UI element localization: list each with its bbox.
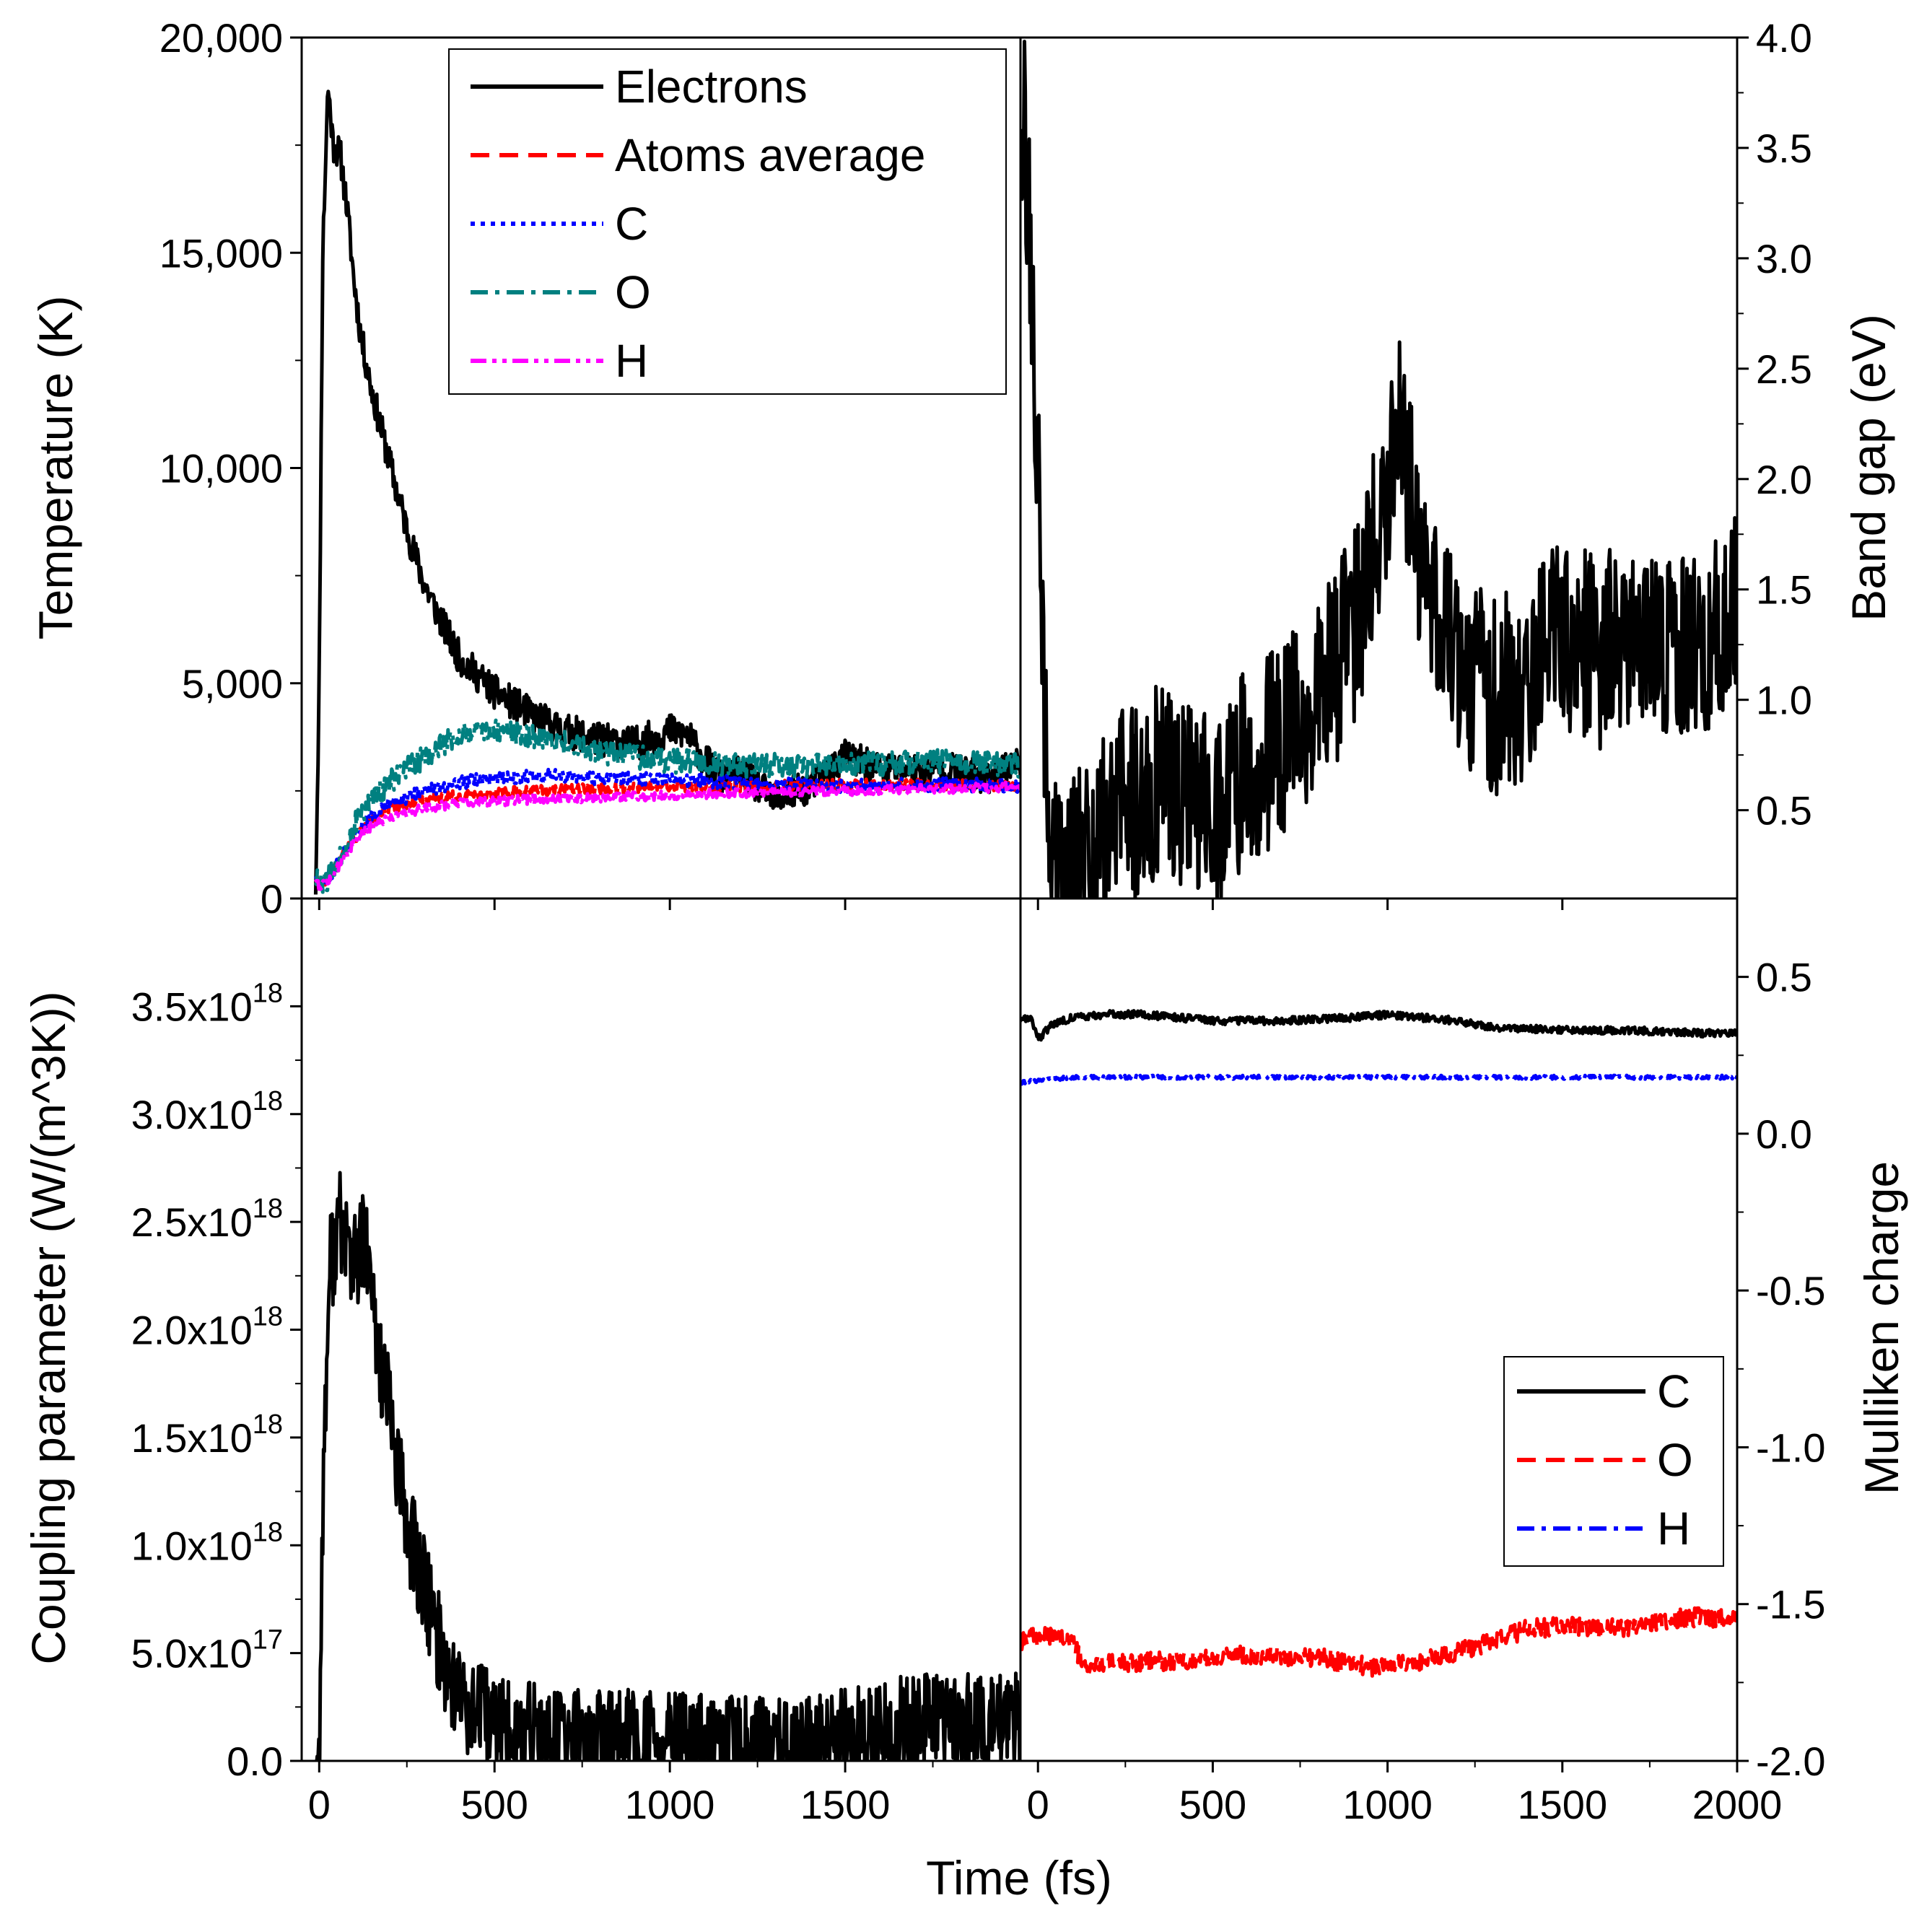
mulliken-ytick-label: -1.5	[1756, 1582, 1826, 1627]
band-gap-ytick-label: 3.0	[1756, 236, 1812, 281]
temperature-series-h	[314, 780, 1020, 891]
legend-label-c: C	[615, 198, 648, 250]
band-gap-series-band-gap	[1020, 40, 1737, 898]
mulliken-xtick-label: 1500	[1518, 1782, 1608, 1827]
temperature-legend: Electrons Atoms average COH	[448, 48, 1007, 395]
mulliken-legend: COH	[1503, 1356, 1724, 1567]
legend-label-c: C	[1657, 1365, 1690, 1417]
coupling-ytick-exponent: 18	[253, 1194, 283, 1224]
band-gap-y-axis: 0.5 1.0 1.5 2.0 2.5 3.0 3.5 4.0	[1737, 15, 1812, 834]
coupling-xtick-label: 1500	[800, 1782, 891, 1827]
temperature-ytick-label: 20,000	[159, 15, 283, 61]
temperature-ytick-label: 0	[261, 876, 283, 922]
mulliken-series-o	[1020, 1606, 1737, 1678]
mulliken-series-c	[1020, 1009, 1737, 1042]
coupling-ytick-exponent: 18	[253, 1517, 283, 1547]
coupling-ytick-label: 1.5x1018	[131, 1409, 283, 1461]
band-gap-ytick-label: 0.5	[1756, 788, 1812, 834]
band-gap-panel: 0.5 1.0 1.5 2.0 2.5 3.0 3.5 4.0	[1020, 15, 1812, 898]
legend-label-o: O	[1657, 1434, 1693, 1486]
band-gap-ytick-label: 2.5	[1756, 346, 1812, 392]
temperature-series-o	[314, 718, 1020, 894]
temperature-panel: 0 5,000 10,000 15,000 20,000	[159, 15, 1020, 922]
mulliken-axis-title: Mulliken charge	[1855, 1161, 1908, 1495]
mulliken-xtick-label: 1000	[1342, 1782, 1433, 1827]
coupling-ytick-exponent: 18	[253, 978, 283, 1008]
mulliken-ytick-label: 0.0	[1756, 1111, 1812, 1157]
mulliken-panel: -2.0 -1.5 -1.0 -0.5 0.0 0.5	[1020, 955, 1826, 1784]
band-gap-ytick-label: 4.0	[1756, 15, 1812, 61]
mulliken-ytick-label: 0.5	[1756, 955, 1812, 1000]
legend-label-h: H	[1657, 1503, 1690, 1554]
coupling-ytick-label: 0.0	[227, 1739, 283, 1784]
mulliken-ytick-label: -0.5	[1756, 1268, 1826, 1313]
coupling-y-axis: 0.05.0x10171.0x10181.5x10182.0x10182.5x1…	[131, 978, 302, 1784]
coupling-xtick-label: 500	[461, 1782, 528, 1827]
band-gap-ytick-label: 2.0	[1756, 457, 1812, 502]
x-axis-title: Time (fs)	[926, 1851, 1112, 1905]
coupling-ytick-exponent: 18	[253, 1086, 283, 1116]
legend-label-atoms-average: Atoms average	[615, 129, 925, 181]
coupling-ytick-exponent: 17	[253, 1625, 283, 1656]
band-gap-ytick-label: 3.5	[1756, 126, 1812, 171]
temperature-series-atoms-average	[314, 777, 1020, 892]
mulliken-xtick-label: 500	[1179, 1782, 1246, 1827]
legend-label-electrons: Electrons	[615, 61, 808, 113]
coupling-ytick-label: 2.0x1018	[131, 1302, 283, 1353]
legend-label-o: O	[615, 266, 651, 318]
coupling-xtick-label: 1000	[625, 1782, 715, 1827]
mulliken-ytick-label: -1.0	[1756, 1425, 1826, 1470]
temperature-ytick-label: 5,000	[182, 661, 283, 707]
mulliken-xtick-label: 2000	[1692, 1782, 1783, 1827]
temperature-axis-title: Temperature (K)	[29, 296, 82, 640]
temperature-series-c	[314, 767, 1020, 890]
band-gap-ytick-label: 1.5	[1756, 567, 1812, 613]
mulliken-ytick-label: -2.0	[1756, 1739, 1826, 1784]
coupling-axis-title: Coupling parameter (W/(m^3K))	[22, 991, 75, 1664]
coupling-ytick-exponent: 18	[253, 1409, 283, 1440]
coupling-xtick-label: 0	[308, 1782, 331, 1827]
legend-label-h: H	[615, 335, 648, 387]
temperature-y-axis: 0 5,000 10,000 15,000 20,000	[159, 15, 302, 922]
band-gap-ytick-label: 1.0	[1756, 678, 1812, 723]
coupling-panel: 0.05.0x10171.0x10181.5x10182.0x10182.5x1…	[131, 978, 1020, 1784]
temperature-series-electrons	[313, 89, 1020, 895]
mulliken-series-h	[1020, 1073, 1737, 1086]
band-gap-axis-title: Band gap (eV)	[1842, 314, 1895, 621]
temperature-ytick-label: 15,000	[159, 230, 283, 276]
coupling-ytick-exponent: 18	[253, 1302, 283, 1332]
temperature-ytick-label: 10,000	[159, 446, 283, 491]
coupling-series-coupling	[315, 1171, 1020, 1761]
x-axis-ticks: 0 500 1000 1500 0 500 1000 1500 2000	[308, 898, 1783, 1827]
mulliken-y-axis: -2.0 -1.5 -1.0 -0.5 0.0 0.5	[1737, 955, 1826, 1784]
mulliken-xtick-label: 0	[1027, 1782, 1049, 1827]
